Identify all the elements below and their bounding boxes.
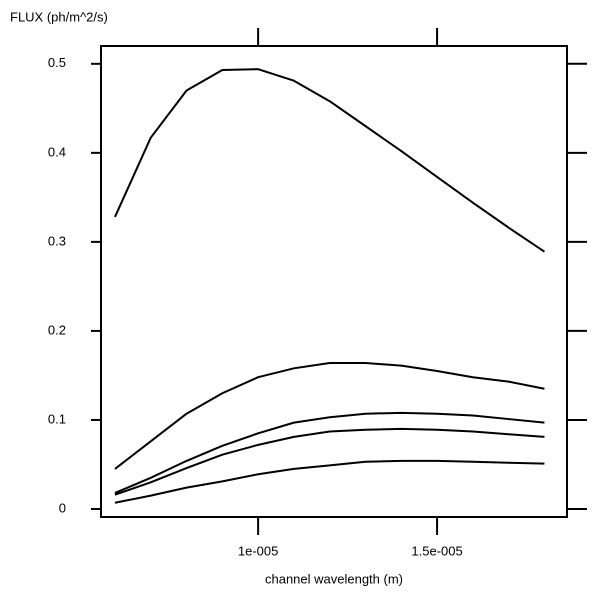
y-tick-label: 0.5 [48, 55, 66, 70]
x-tick-label: 1.5e-005 [411, 543, 462, 558]
series-line [114, 68, 546, 253]
x-axis-label: channel wavelength (m) [265, 571, 403, 586]
series-line [114, 459, 545, 504]
y-tick-label: 0.4 [48, 144, 66, 159]
y-axis-label: FLUX (ph/m^2/s) [10, 9, 108, 24]
y-tick-label: 0.3 [48, 233, 66, 248]
series-line [114, 411, 545, 494]
x-tick-label: 1e-005 [238, 543, 278, 558]
y-tick-label: 0.2 [48, 322, 66, 337]
series-line [114, 361, 545, 470]
y-tick-label: 0 [59, 500, 66, 515]
y-tick-label: 0.1 [48, 411, 66, 426]
series-line [114, 427, 545, 496]
plot-frame [100, 45, 568, 518]
